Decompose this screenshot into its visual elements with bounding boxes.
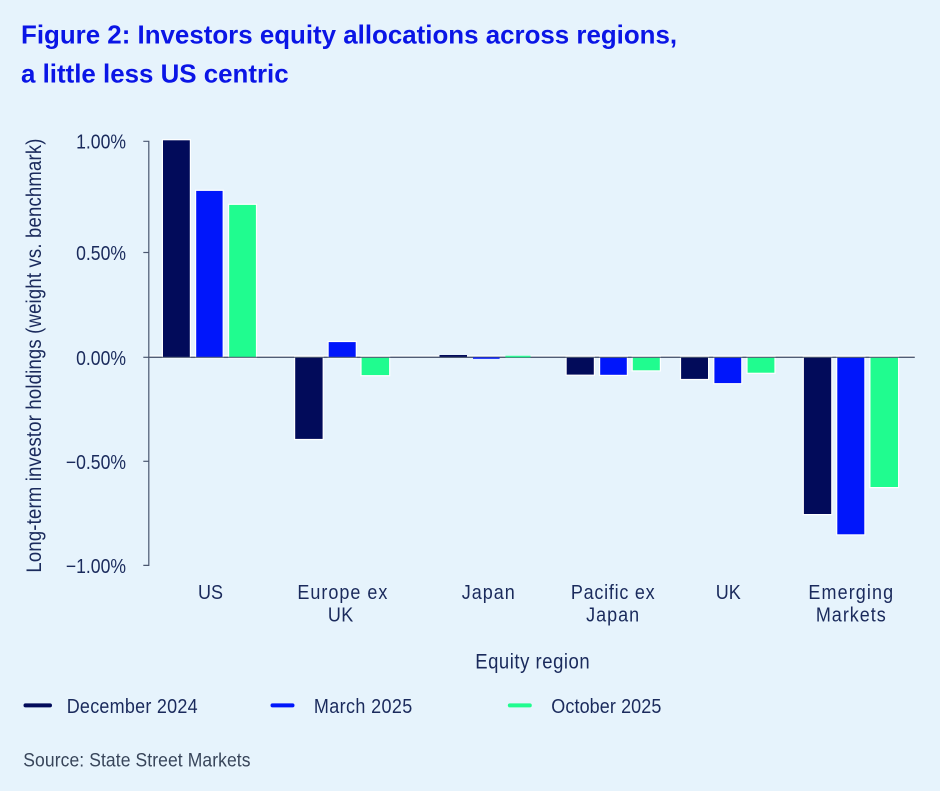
svg-text:US: US — [198, 582, 223, 604]
svg-text:Source: State Street Markets: Source: State Street Markets — [23, 748, 250, 770]
svg-text:Europe ex: Europe ex — [297, 582, 388, 604]
svg-text:UK: UK — [716, 582, 741, 604]
svg-text:1.00%: 1.00% — [76, 131, 126, 153]
svg-text:Equity region: Equity region — [475, 650, 590, 673]
svg-text:UK: UK — [328, 604, 354, 626]
svg-text:Figure 2: Investors equity all: Figure 2: Investors equity allocations a… — [21, 21, 677, 49]
svg-text:0.50%: 0.50% — [76, 242, 126, 264]
svg-text:March 2025: March 2025 — [314, 696, 413, 718]
svg-text:Markets: Markets — [816, 604, 887, 626]
svg-text:October 2025: October 2025 — [551, 696, 661, 718]
svg-text:−1.00%: −1.00% — [66, 555, 126, 577]
svg-text:Pacific ex: Pacific ex — [571, 582, 655, 604]
svg-text:Japan: Japan — [586, 604, 640, 626]
svg-text:a little less US centric: a little less US centric — [21, 61, 289, 89]
svg-text:0.00%: 0.00% — [76, 347, 126, 369]
svg-text:December 2024: December 2024 — [67, 696, 198, 718]
svg-text:Emerging: Emerging — [808, 582, 894, 604]
svg-text:−0.50%: −0.50% — [66, 451, 126, 473]
svg-text:Japan: Japan — [462, 582, 516, 604]
svg-text:Long-term investor holdings (w: Long-term investor holdings (weight vs. … — [23, 138, 46, 572]
